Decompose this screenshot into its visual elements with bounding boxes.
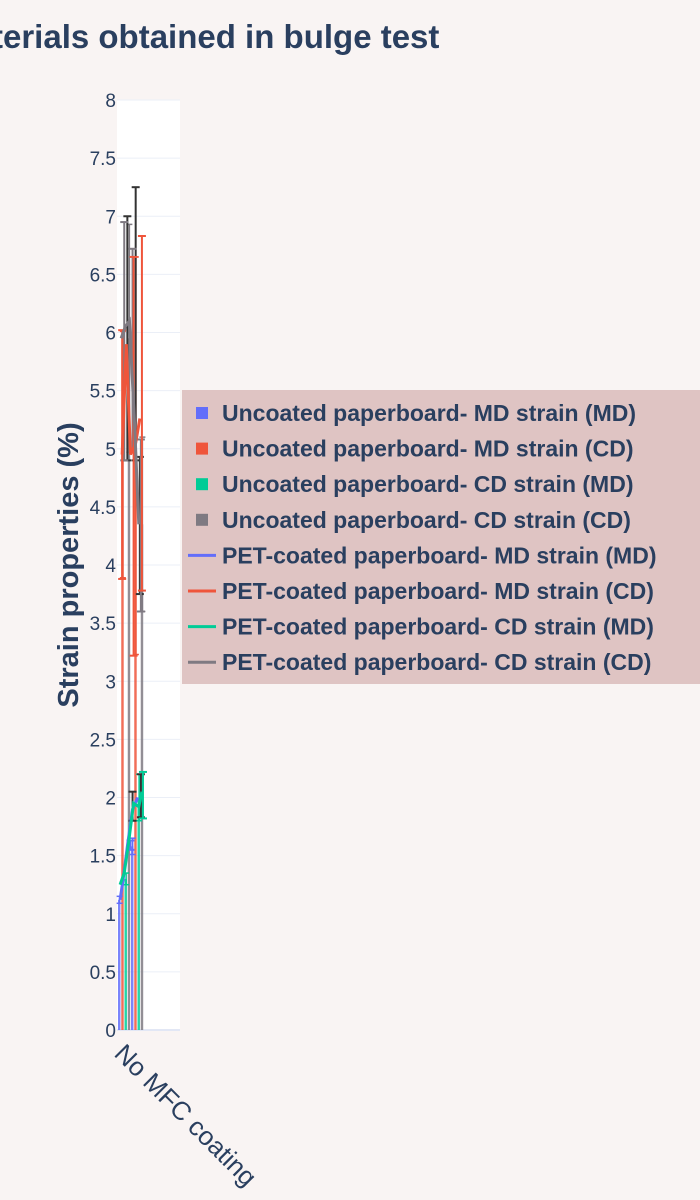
series-line bbox=[118, 791, 144, 886]
bar bbox=[121, 454, 124, 1030]
bar bbox=[131, 846, 134, 1030]
y-tick-label: 6.5 bbox=[90, 265, 116, 286]
legend-item[interactable]: PET-coated paperboard- CD strain (MD) bbox=[188, 614, 654, 640]
legend-label: PET-coated paperboard- MD strain (CD) bbox=[222, 578, 654, 604]
x-tick-labels: No MFC coating bbox=[109, 1038, 263, 1192]
legend-swatch bbox=[196, 407, 208, 419]
y-tick-label: 5.5 bbox=[90, 382, 116, 403]
y-tick-label: 3 bbox=[105, 672, 116, 693]
series-lines bbox=[118, 316, 144, 901]
x-tick-label: No MFC coating bbox=[109, 1038, 263, 1192]
y-tick-label: 6 bbox=[105, 324, 116, 345]
y-tick-label: 8 bbox=[105, 91, 116, 112]
legend[interactable]: Uncoated paperboard- MD strain (MD) Uncoa… bbox=[182, 390, 700, 684]
y-tick-label: 0.5 bbox=[90, 963, 116, 984]
y-tick-label: 5 bbox=[105, 440, 116, 461]
bar bbox=[127, 338, 131, 1030]
y-tick-label: 2.5 bbox=[90, 730, 116, 751]
legend-item[interactable]: PET-coated paperboard- MD strain (MD) bbox=[188, 542, 656, 568]
bar bbox=[137, 797, 140, 1030]
legend-item[interactable]: Uncoated paperboard- MD strain (MD) bbox=[196, 400, 636, 426]
legend-label: Uncoated paperboard- MD strain (CD) bbox=[222, 436, 633, 462]
legend-swatch bbox=[196, 442, 208, 455]
bar bbox=[134, 455, 137, 1031]
y-tick-label: 0 bbox=[105, 1021, 116, 1042]
y-axis-label: Strain properties (%) bbox=[53, 422, 85, 707]
y-tick-label: 4 bbox=[105, 556, 116, 577]
legend-label: Uncoated paperboard- CD strain (MD) bbox=[222, 471, 633, 497]
bar bbox=[124, 878, 127, 1030]
legend-label: Uncoated paperboard- CD strain (CD) bbox=[222, 507, 631, 533]
y-tick-labels: 0 0.5 1 1.5 2 2.5 3 3.5 4 4.5 5 5.5 6 6.5 7 7.5 8 bbox=[90, 91, 117, 1042]
y-tick-label: 1.5 bbox=[90, 847, 116, 868]
y-tick-label: 7 bbox=[105, 207, 116, 228]
legend-item[interactable]: PET-coated paperboard- MD strain (CD) bbox=[188, 578, 654, 604]
y-tick-label: 7.5 bbox=[90, 149, 116, 170]
y-tick-label: 3.5 bbox=[90, 614, 116, 635]
y-tick-label: 4.5 bbox=[90, 498, 116, 519]
legend-swatch bbox=[196, 478, 208, 491]
legend-item[interactable]: Uncoated paperboard- MD strain (CD) bbox=[196, 436, 633, 462]
legend-label: Uncoated paperboard- MD strain (MD) bbox=[222, 400, 636, 426]
legend-label: PET-coated paperboard- CD strain (CD) bbox=[222, 649, 651, 675]
grid bbox=[117, 99, 180, 1031]
legend-item[interactable]: Uncoated paperboard- CD strain (MD) bbox=[196, 471, 633, 497]
bar bbox=[118, 899, 121, 1030]
chart-title: terials obtained in bulge test bbox=[0, 18, 439, 55]
series-line bbox=[120, 344, 142, 456]
legend-swatch bbox=[196, 513, 208, 526]
legend-item[interactable]: Uncoated paperboard- CD strain (CD) bbox=[196, 507, 631, 533]
legend-label: PET-coated paperboard- MD strain (MD) bbox=[222, 542, 656, 568]
legend-label: PET-coated paperboard- CD strain (MD) bbox=[222, 614, 654, 640]
y-tick-label: 2 bbox=[105, 789, 116, 810]
legend-item[interactable]: PET-coated paperboard- CD strain (CD) bbox=[188, 649, 651, 675]
y-tick-label: 1 bbox=[105, 905, 116, 926]
legend-background bbox=[182, 390, 700, 684]
series-line bbox=[119, 316, 141, 525]
